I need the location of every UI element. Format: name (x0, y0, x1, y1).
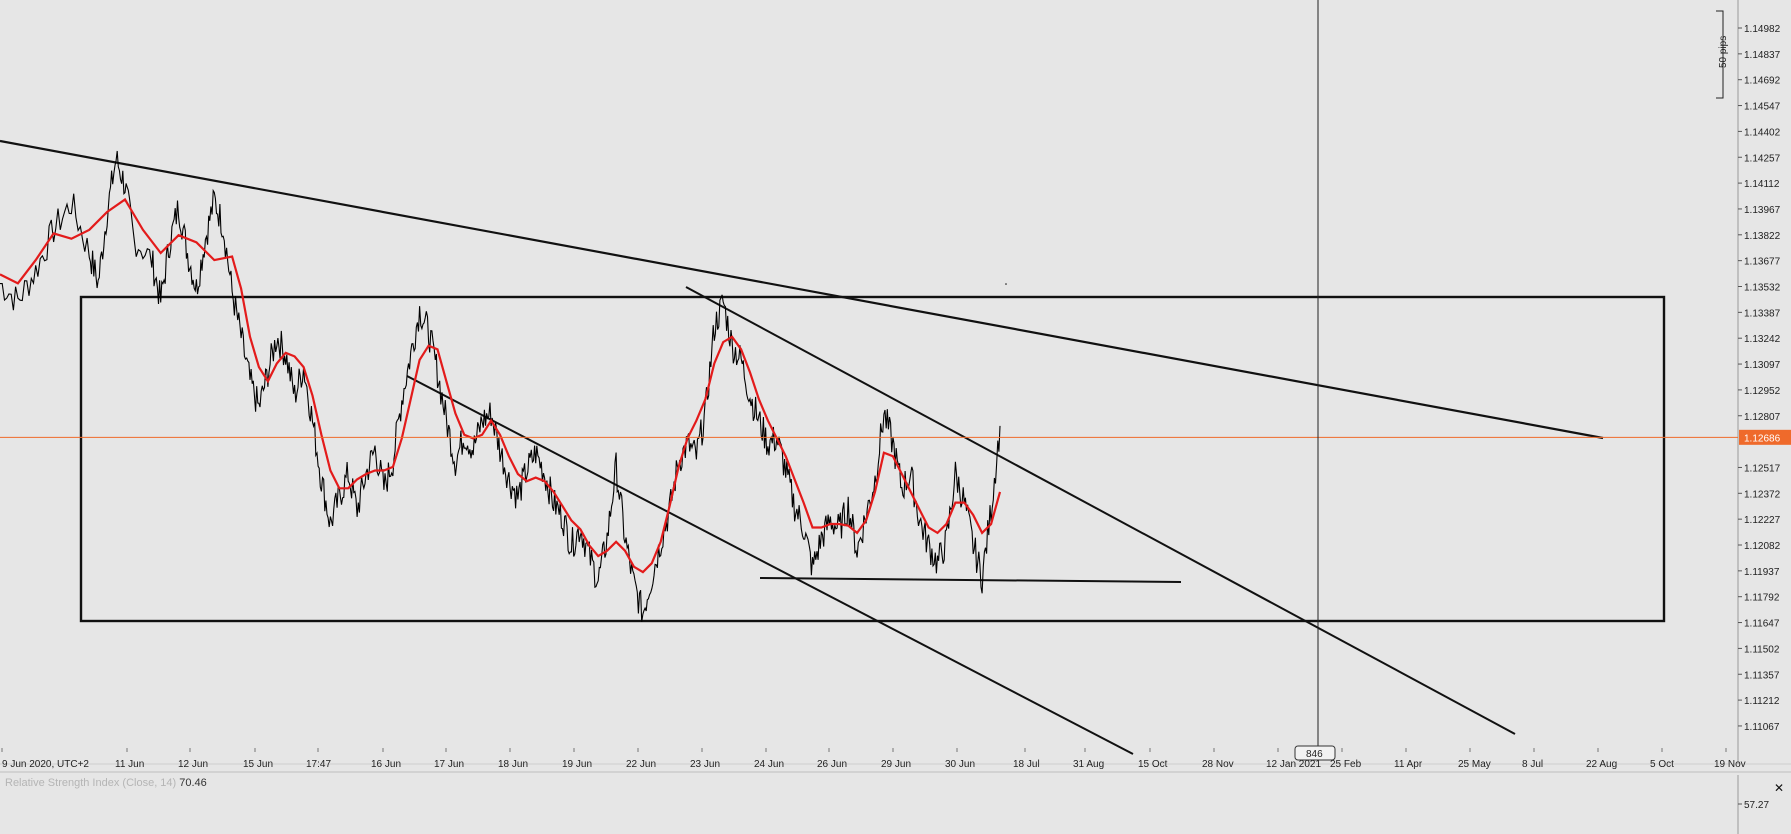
current-price-value: 1.12686 (1744, 433, 1781, 444)
time-tick-label: 8 Jul (1522, 759, 1543, 770)
time-tick-label: 25 May (1458, 759, 1491, 770)
pips-ruler (1716, 10, 1724, 99)
price-tick-label: 1.13387 (1744, 308, 1781, 319)
time-tick-label: 9 Jun 2020, UTC+2 (2, 759, 89, 770)
time-tick-label: 19 Jun (562, 759, 592, 770)
time-tick-label: 19 Nov (1714, 759, 1746, 770)
time-tick-label: 31 Aug (1073, 759, 1104, 770)
price-tick-label: 1.11067 (1744, 722, 1780, 733)
time-tick-label: 22 Aug (1586, 759, 1617, 770)
time-tick-label: 12 Jun (178, 759, 208, 770)
current-price-tag (1739, 429, 1791, 445)
price-tick-label: 1.14837 (1744, 50, 1781, 61)
rsi-indicator-name: Relative Strength Index (Close, 14) (5, 777, 177, 789)
time-tick-label: 15 Jun (243, 759, 273, 770)
time-axis-ticks: 9 Jun 2020, UTC+2 11 Jun 12 Jun 15 Jun 17:47… (1, 748, 1746, 770)
support-line[interactable] (759, 577, 1182, 583)
rsi-panel-background (0, 772, 1791, 834)
price-tick-label: 1.12952 (1744, 386, 1781, 397)
moving-average-line (0, 197, 1002, 574)
crosshair-time-label (1294, 745, 1336, 761)
time-tick-label: 17:47 (306, 759, 331, 770)
price-tick-label: 1.14402 (1744, 127, 1781, 138)
price-tick-label: 1.11357 (1744, 670, 1780, 681)
price-tick-label: 1.13532 (1744, 283, 1781, 294)
rsi-indicator-label: Relative Strength Index (Close, 14) 70.4… (5, 777, 207, 789)
time-tick-label: 12 Jan 2021 (1266, 759, 1321, 770)
price-tick-label: 1.12082 (1744, 541, 1781, 552)
time-tick-label: 17 Jun (434, 759, 464, 770)
price-tick-label: 1.12517 (1744, 463, 1781, 474)
price-tick-label: 1.14692 (1744, 76, 1781, 87)
time-tick-label: 15 Oct (1138, 759, 1168, 770)
time-tick-label: 22 Jun (626, 759, 656, 770)
price-series-line (0, 150, 1001, 622)
rsi-indicator-value: 70.46 (179, 777, 207, 789)
range-rectangle[interactable] (79, 295, 1666, 623)
price-tick-label: 1.14257 (1744, 153, 1781, 164)
price-tick-label: 1.13097 (1744, 360, 1781, 371)
price-tick-label: 1.12807 (1744, 412, 1781, 423)
price-tick-label: 1.12372 (1744, 489, 1781, 500)
time-tick-label: 30 Jun (945, 759, 975, 770)
time-tick-label: 18 Jul (1013, 759, 1040, 770)
time-tick-label: 23 Jun (690, 759, 720, 770)
lower-channel-line[interactable] (406, 375, 1134, 755)
price-tick-label: 1.13822 (1744, 231, 1781, 242)
rsi-close-icon[interactable]: ✕ (1774, 781, 1785, 795)
price-tick-label: 1.14547 (1744, 102, 1781, 113)
price-tick-label: 1.13677 (1744, 257, 1781, 268)
time-tick-label: 24 Jun (754, 759, 784, 770)
price-tick-label: 1.13967 (1744, 205, 1781, 216)
price-tick-label: 1.14982 (1744, 24, 1781, 35)
pips-ruler-label: 50 pips (1718, 36, 1729, 68)
price-tick-label: 1.11792 (1744, 593, 1780, 604)
crosshair-time-text: 846 (1306, 749, 1323, 760)
time-tick-label: 11 Apr (1394, 759, 1423, 770)
price-tick-label: 1.11647 (1744, 619, 1780, 630)
price-tick-label: 1.11212 (1744, 696, 1780, 707)
time-tick-label: 28 Nov (1202, 759, 1234, 770)
price-tick-label: 1.11937 (1744, 567, 1780, 578)
price-tick-label: 1.14112 (1744, 179, 1780, 190)
rsi-axis-tick: 57.27 (1744, 800, 1769, 811)
time-tick-label: 11 Jun (115, 759, 144, 770)
upper-channel-line[interactable] (685, 286, 1516, 735)
price-tick-label: 1.11502 (1744, 644, 1780, 655)
time-tick-label: 16 Jun (371, 759, 401, 770)
price-axis-ticks: 1.14982 1.14837 1.14692 1.14547 1.14402 1.142… (1738, 24, 1781, 733)
price-tick-label: 1.12227 (1744, 515, 1781, 526)
long-trendline[interactable] (0, 139, 1604, 440)
time-tick-label: 5 Oct (1650, 759, 1674, 770)
time-tick-label: 18 Jun (498, 759, 528, 770)
time-tick-label: 26 Jun (817, 759, 847, 770)
stray-mark (1005, 283, 1007, 285)
time-tick-label: 29 Jun (881, 759, 911, 770)
time-tick-label: 25 Feb (1330, 759, 1362, 770)
price-tick-label: 1.13242 (1744, 334, 1781, 345)
